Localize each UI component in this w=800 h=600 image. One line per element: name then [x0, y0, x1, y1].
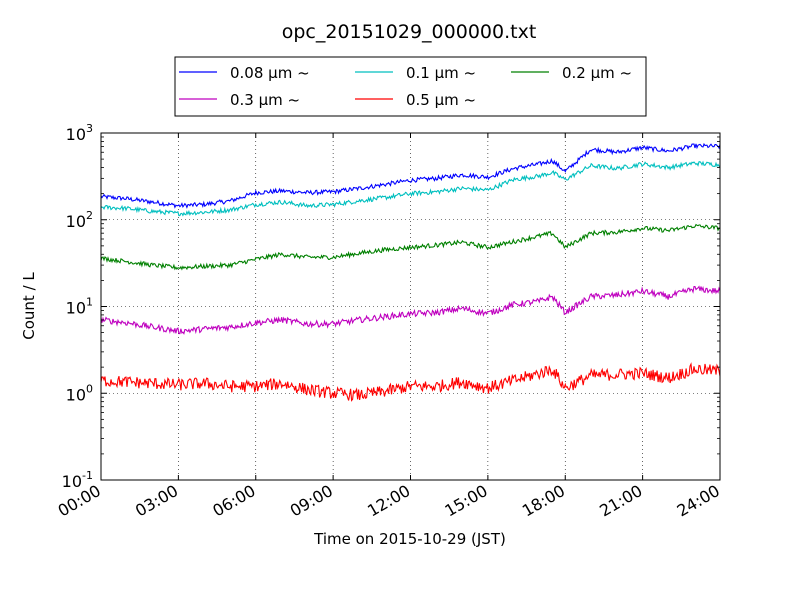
y-axis-label: Count / L [20, 272, 38, 340]
x-tick-label: 12:00 [364, 481, 413, 521]
series-line [101, 223, 720, 271]
legend-label: 0.1 μm ~ [406, 64, 476, 82]
y-tick-label: 101 [66, 296, 93, 318]
y-tick-label: 10-1 [62, 469, 93, 491]
legend-label: 0.5 μm ~ [406, 91, 476, 109]
y-tick-label: 103 [66, 122, 93, 144]
legend-box [174, 56, 647, 117]
legend-label: 0.3 μm ~ [230, 91, 300, 109]
series-line [101, 142, 720, 209]
series-line [101, 285, 720, 335]
y-tick-label: 102 [66, 209, 93, 231]
x-tick-label: 06:00 [209, 481, 258, 521]
x-tick-label: 24:00 [674, 481, 723, 521]
series-line [101, 362, 720, 402]
legend-label: 0.08 μm ~ [230, 64, 310, 82]
y-tick-label: 100 [66, 382, 93, 404]
x-axis-label: Time on 2015-10-29 (JST) [313, 530, 506, 548]
legend-label: 0.2 μm ~ [562, 64, 632, 82]
chart-title: opc_20151029_000000.txt [282, 21, 537, 43]
plot-area: 00:00 03:00 06:00 09:00 12:00 15:00 18:00 21:00… [55, 122, 723, 521]
x-tick-label: 15:00 [441, 481, 490, 521]
x-tick-label: 09:00 [287, 481, 336, 521]
x-tick-label: 21:00 [596, 481, 645, 521]
x-tick-label: 18:00 [519, 481, 568, 521]
series-line [101, 160, 720, 217]
legend: 0.08 μm ~ 0.1 μm ~ 0.2 μm ~ 0.3 μm ~ 0.5 μm … [174, 56, 647, 117]
x-tick-label: 03:00 [132, 481, 181, 521]
